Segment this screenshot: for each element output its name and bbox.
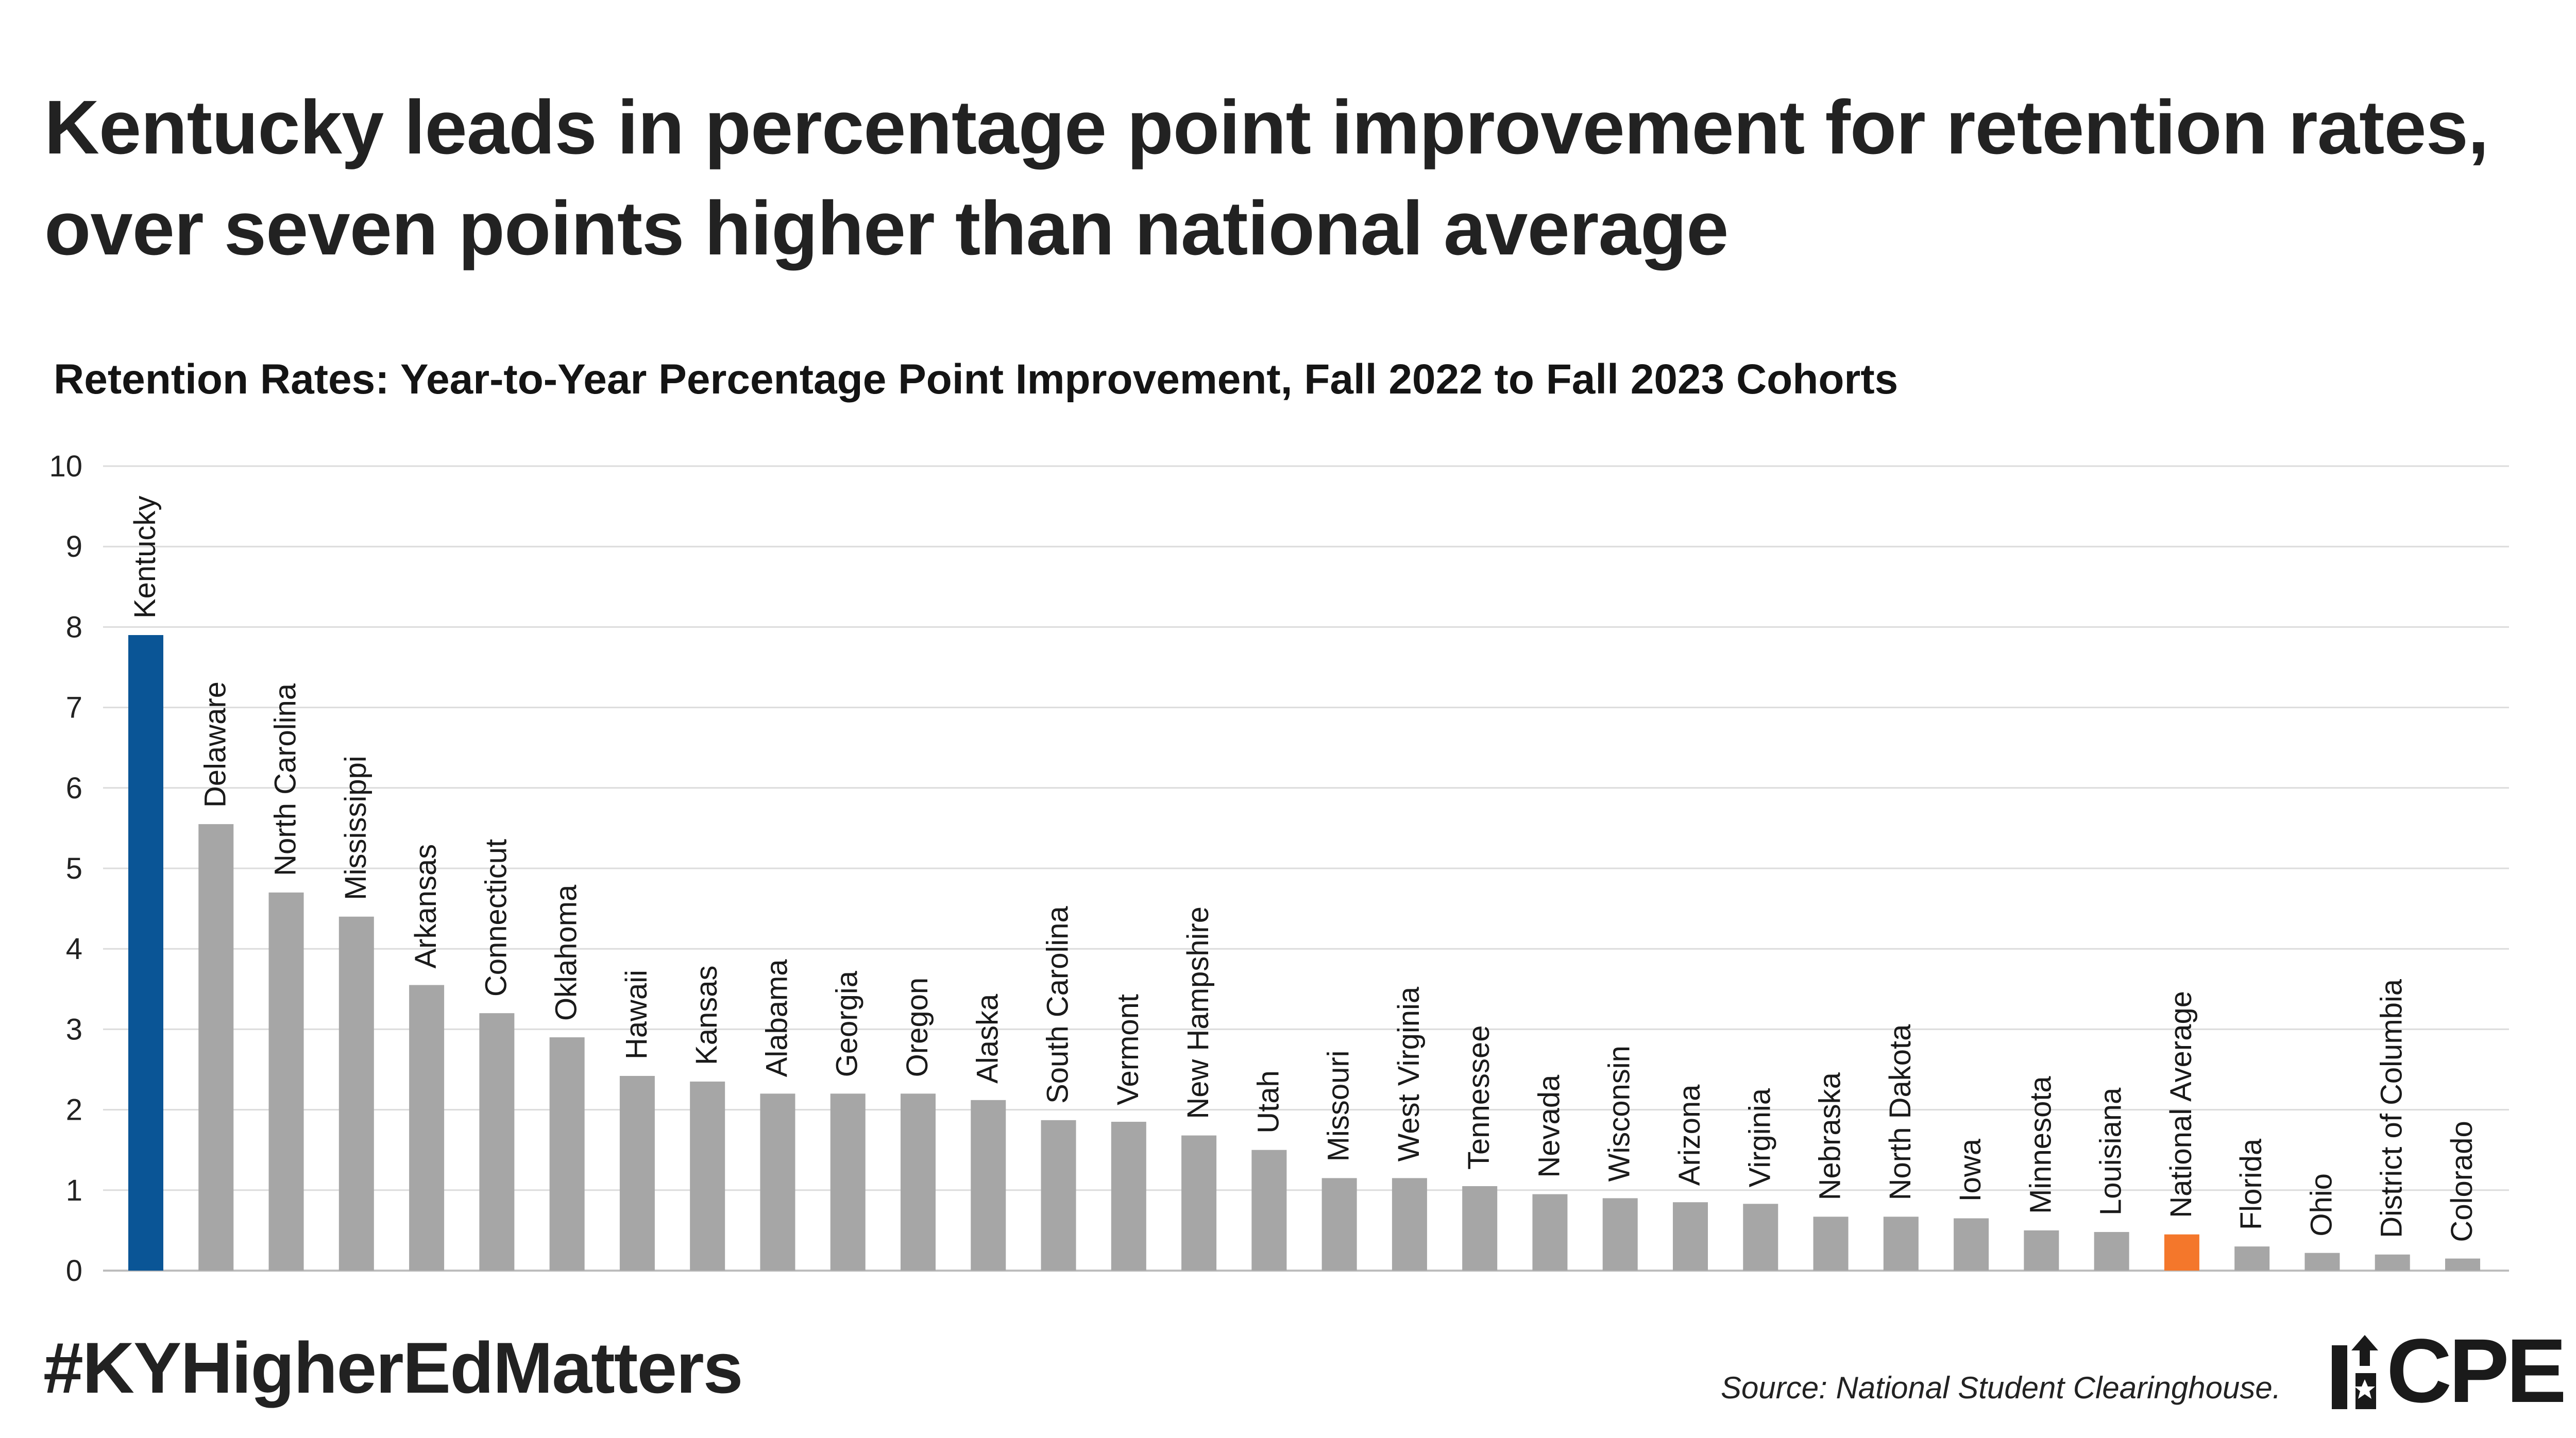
bar-labels: Kentucky Delaware North Carolina Mississipp… <box>128 495 2479 1242</box>
bar-label: Nevada <box>1532 1074 1566 1178</box>
cpe-logo-text: CPE <box>2386 1321 2567 1422</box>
bar-label: Alabama <box>760 959 793 1077</box>
y-axis-ticks: 0 1 2 3 4 5 6 7 8 9 10 <box>49 450 82 1288</box>
bar-label: Minnesota <box>2024 1076 2057 1214</box>
bar-west-virginia <box>1392 1178 1427 1271</box>
bar-ohio <box>2304 1253 2340 1271</box>
bar-label: Utah <box>1251 1070 1285 1134</box>
bar-label: National Average <box>2164 991 2198 1218</box>
bar-label: District of Columbia <box>2375 979 2409 1238</box>
bar-label: Missouri <box>1322 1050 1355 1161</box>
bar-national-average <box>2164 1234 2199 1271</box>
bar-georgia <box>830 1093 866 1271</box>
bar-oregon <box>901 1093 936 1271</box>
bar-tennessee <box>1462 1186 1498 1271</box>
bar-florida <box>2234 1246 2270 1271</box>
bar-label: Nebraska <box>1814 1072 1847 1200</box>
bar-virginia <box>1743 1204 1778 1271</box>
bar-label: South Carolina <box>1041 905 1075 1103</box>
bar-label: Kansas <box>690 965 723 1065</box>
bar-connecticut <box>479 1013 515 1271</box>
bar-vermont <box>1111 1122 1146 1271</box>
bar-label: Ohio <box>2304 1173 2338 1237</box>
bar-new-hampshire <box>1181 1135 1217 1271</box>
bar-label: Colorado <box>2445 1121 2479 1242</box>
bar-label: Arkansas <box>409 844 443 969</box>
bar-south-carolina <box>1041 1120 1076 1271</box>
bar-label: North Dakota <box>1884 1024 1917 1200</box>
bar-label: Delaware <box>198 681 232 808</box>
y-tick-label: 2 <box>66 1093 82 1127</box>
bar-iowa <box>1954 1218 1989 1271</box>
chart-title: Retention Rates: Year-to-Year Percentage… <box>54 356 1899 403</box>
grid-lines <box>103 465 2509 1272</box>
y-tick-label: 9 <box>66 530 82 563</box>
bar-arkansas <box>409 985 445 1271</box>
y-tick-label: 8 <box>66 610 82 644</box>
y-tick-label: 7 <box>66 691 82 725</box>
bar-label: Kentucky <box>128 495 162 619</box>
y-tick-label: 4 <box>66 932 82 966</box>
bar-district-of-columbia <box>2375 1254 2410 1271</box>
bar-nevada <box>1532 1194 1568 1271</box>
bar-nebraska <box>1813 1217 1849 1271</box>
bar-arizona <box>1673 1202 1708 1271</box>
cpe-logo-mark-icon <box>2332 1335 2378 1409</box>
bar-label: Oklahoma <box>550 884 583 1021</box>
bar-missouri <box>1321 1178 1357 1271</box>
bar-label: Wisconsin <box>1603 1046 1636 1182</box>
bar-label: West Virginia <box>1392 986 1426 1161</box>
y-tick-label: 0 <box>66 1254 82 1288</box>
bar-label: Connecticut <box>479 839 513 997</box>
bar-label: Alaska <box>971 994 1004 1084</box>
headline: Kentucky leads in percentage point impro… <box>44 85 2489 271</box>
source-note: Source: National Student Clearinghouse. <box>1721 1371 2281 1405</box>
y-tick-label: 5 <box>66 852 82 885</box>
bar-utah <box>1251 1150 1287 1271</box>
bar-label: Oregon <box>901 978 934 1077</box>
bar-kentucky <box>128 635 163 1271</box>
bar-label: Georgia <box>831 970 864 1077</box>
bar-louisiana <box>2094 1232 2129 1271</box>
bar-label: Vermont <box>1111 994 1145 1105</box>
bar-kansas <box>690 1081 725 1271</box>
hashtag: #KYHigherEdMatters <box>43 1327 743 1408</box>
bar-label: Tennessee <box>1462 1025 1496 1170</box>
y-tick-label: 3 <box>66 1013 82 1046</box>
bar-label: Hawaii <box>620 970 653 1059</box>
bar-minnesota <box>2024 1230 2059 1271</box>
bar-label: Mississippi <box>339 756 372 900</box>
y-tick-label: 10 <box>49 450 82 483</box>
bar-label: Iowa <box>1954 1138 1987 1202</box>
bar-label: Virginia <box>1743 1088 1776 1187</box>
cpe-logo: CPE <box>2329 1320 2567 1423</box>
bar-oklahoma <box>549 1037 585 1271</box>
bar-label: Louisiana <box>2094 1087 2128 1216</box>
bar-hawaii <box>619 1075 655 1271</box>
bar-wisconsin <box>1602 1198 1638 1271</box>
bar-label: New Hampshire <box>1181 906 1215 1119</box>
bar-colorado <box>2445 1258 2480 1271</box>
bar-label: Arizona <box>1673 1084 1706 1186</box>
bar-mississippi <box>338 916 374 1271</box>
bar-north-dakota <box>1883 1217 1919 1271</box>
bar-alabama <box>760 1093 795 1271</box>
bar-label: North Carolina <box>269 683 302 876</box>
y-tick-label: 6 <box>66 772 82 805</box>
bar-alaska <box>971 1100 1006 1271</box>
bar-label: Florida <box>2234 1138 2268 1230</box>
y-tick-label: 1 <box>66 1174 82 1207</box>
bars <box>128 635 2480 1271</box>
bar-delaware <box>198 824 234 1271</box>
bar-north-carolina <box>268 892 304 1271</box>
